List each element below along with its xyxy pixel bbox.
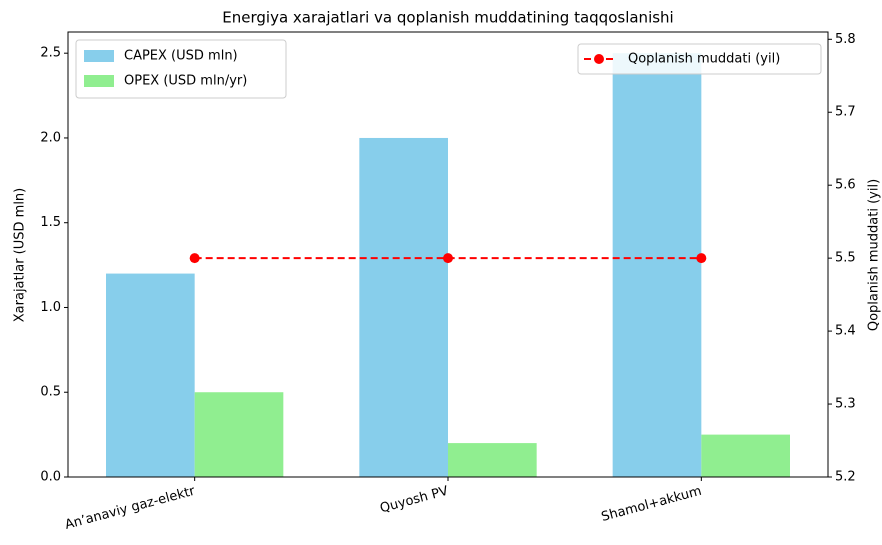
- legend-frame: [577, 43, 822, 75]
- marker: [696, 253, 707, 264]
- legend: Qoplanish muddati (yil): [577, 43, 822, 75]
- y2-tick-label: 5.6: [835, 178, 856, 193]
- x-tick-label: Shamol+akkum: [600, 484, 703, 525]
- legend-swatch: [84, 50, 114, 62]
- chart-title: Energiya xarajatlari va qoplanish muddat…: [222, 9, 673, 27]
- y2-tick-label: 5.7: [835, 105, 856, 120]
- y2-tick-label: 5.2: [835, 470, 856, 485]
- bar: [612, 53, 702, 477]
- y2-axis-label: Qoplanish muddati (yil): [867, 179, 882, 331]
- y2-tick-label: 5.5: [835, 251, 856, 266]
- bar: [448, 443, 537, 477]
- y-tick-label: 0.5: [40, 385, 61, 400]
- y-tick-label: 1.5: [40, 215, 61, 230]
- y2-tick-label: 5.4: [835, 324, 856, 339]
- y-axis-label: Xarajatlar (USD mln): [13, 188, 28, 322]
- legend: CAPEX (USD mln) OPEX (USD mln/yr): [75, 39, 287, 99]
- y2-tick-label: 5.8: [835, 32, 856, 47]
- legend-marker: [594, 54, 604, 64]
- legend-frame: [75, 39, 287, 99]
- y-tick-label: 2.0: [40, 130, 61, 145]
- y-tick-label: 0.0: [40, 470, 61, 485]
- bar: [359, 137, 448, 477]
- x-tick-label: Quyosh PV: [378, 484, 450, 517]
- y2-tick-label: 5.3: [835, 397, 856, 412]
- legend-label: OPEX (USD mln/yr): [124, 74, 247, 89]
- bar: [194, 392, 284, 477]
- marker: [189, 253, 200, 264]
- y-tick-label: 2.5: [40, 46, 61, 61]
- bar: [106, 273, 195, 477]
- legend-label: CAPEX (USD mln): [124, 49, 238, 64]
- y-tick-label: 1.0: [40, 300, 61, 315]
- legend-label: Qoplanish muddati (yil): [628, 52, 780, 67]
- x-tick-label: An’anaviy gaz-elektr: [63, 484, 197, 533]
- bar: [701, 434, 790, 477]
- legend-swatch: [84, 75, 114, 87]
- marker: [443, 253, 453, 264]
